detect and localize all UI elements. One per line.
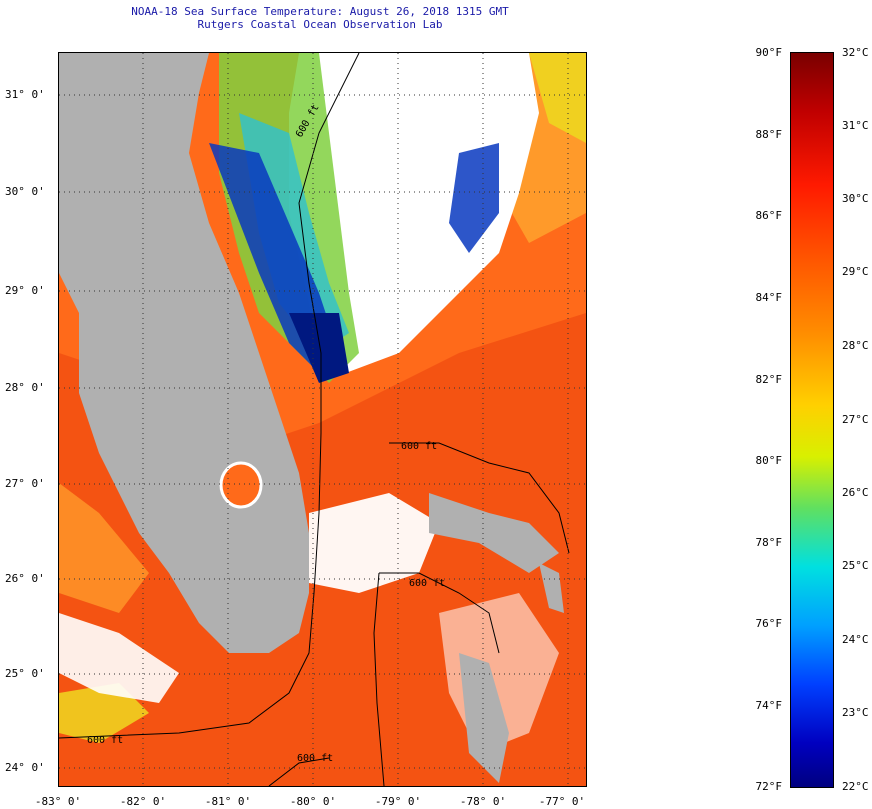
lat-label: 28° 0': [5, 381, 45, 394]
colorbar-f-label: 80°F: [755, 454, 783, 467]
lon-label: -77° 0': [538, 795, 586, 808]
andros-bank: [459, 653, 509, 783]
lake-okeechobee: [219, 461, 263, 509]
colorbar-c-label: 32°C: [842, 46, 869, 59]
isobath-florida: [59, 53, 360, 739]
isobath-label: 600 ft: [401, 441, 437, 452]
lat-label: 26° 0': [5, 572, 45, 585]
colorbar-f-label: 86°F: [755, 209, 783, 222]
graticule: [59, 53, 586, 786]
colorbar-f-label: 88°F: [755, 128, 783, 141]
lon-label: -79° 0': [374, 795, 422, 808]
lat-label: 25° 0': [5, 667, 45, 680]
colorbar-c-label: 22°C: [842, 780, 869, 793]
colorbar-f-label: 78°F: [755, 536, 783, 549]
lat-label: 30° 0': [5, 185, 45, 198]
eleuthera-bank: [539, 563, 564, 613]
lat-label: 27° 0': [5, 477, 45, 490]
colorbar-c-label: 24°C: [842, 633, 869, 646]
colorbar-c-label: 27°C: [842, 413, 869, 426]
lat-label: 24° 0': [5, 761, 45, 774]
colorbar-f-label: 76°F: [755, 617, 783, 630]
map-title: NOAA-18 Sea Surface Temperature: August …: [131, 5, 509, 18]
lat-label: 31° 0': [5, 88, 45, 101]
lon-label: -81° 0': [204, 795, 252, 808]
isobath-great-bahama: [379, 572, 500, 654]
lon-label: -78° 0': [459, 795, 507, 808]
isobath-little-bahama: [389, 442, 570, 554]
cloud-cover-north: [289, 53, 539, 383]
lon-label: -80° 0': [289, 795, 337, 808]
map-subtitle: Rutgers Coastal Ocean Observation Lab: [197, 18, 443, 31]
cloud-cover-central: [309, 493, 439, 593]
isobath-label: 600 ft: [297, 753, 333, 764]
sst-map: 600 ft 600 ft 600 ft 600 ft 600 ft: [58, 52, 587, 787]
colorbar-c-label: 31°C: [842, 119, 869, 132]
sst-deep-blue-patch: [289, 313, 349, 383]
sst-blue-offshore: [449, 143, 499, 253]
isobath-tongue: [373, 572, 385, 786]
isobath-label: 600 ft: [87, 735, 123, 746]
colorbar-c-label: 25°C: [842, 559, 869, 572]
colorbar-c-label: 29°C: [842, 265, 869, 278]
colorbar-c-label: 23°C: [842, 706, 869, 719]
temperature-colorbar: [790, 52, 834, 788]
colorbar-f-label: 84°F: [755, 291, 783, 304]
lon-label: -83° 0': [34, 795, 82, 808]
colorbar-c-label: 28°C: [842, 339, 869, 352]
grand-bahama-bank: [429, 493, 559, 573]
sst-map-svg: 600 ft 600 ft 600 ft 600 ft 600 ft: [59, 53, 586, 786]
lon-label: -82° 0': [119, 795, 167, 808]
colorbar-f-label: 72°F: [755, 780, 783, 793]
colorbar-c-label: 30°C: [842, 192, 869, 205]
sst-keys-yellow: [59, 683, 149, 743]
sst-gulf-orange: [59, 483, 149, 613]
lat-label: 29° 0': [5, 284, 45, 297]
colorbar-c-label: 26°C: [842, 486, 869, 499]
sst-northeast-yellow: [529, 53, 586, 143]
isobath-straits: [268, 757, 330, 786]
cloud-cover-southwest: [59, 613, 179, 703]
isobath-label: 600 ft: [409, 578, 445, 589]
colorbar-f-label: 82°F: [755, 373, 783, 386]
colorbar-f-label: 74°F: [755, 699, 783, 712]
colorbar-f-label: 90°F: [755, 46, 783, 59]
